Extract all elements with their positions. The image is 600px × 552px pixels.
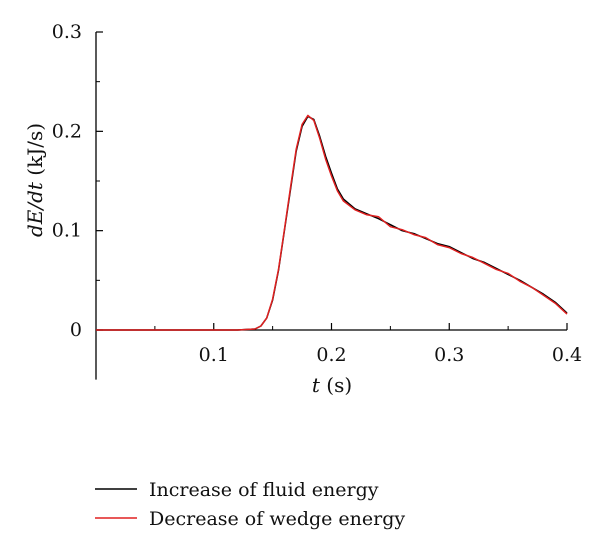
legend: Increase of fluid energy Decrease of wed… [95,479,405,530]
series-line-2 [96,114,568,331]
y-axis-label: dE/dt (kJ/s) [23,123,47,237]
x-tick-label: 0.3 [434,344,464,366]
y-axis-variable: dE/dt [23,181,47,237]
legend-label-wedge: Decrease of wedge energy [149,508,405,530]
y-tick-label: 0.3 [52,21,82,43]
x-axis-label: t (s) [312,373,352,397]
tick-labels: 0 0.1 0.2 0.3 0.1 0.2 0.3 0.4 [52,21,582,366]
legend-label-fluid: Increase of fluid energy [149,479,379,501]
x-tick-label: 0.2 [316,344,346,366]
x-tick-label: 0.4 [552,344,582,366]
series-lines [96,114,568,331]
y-tick-label: 0.1 [52,220,82,242]
series-line-1 [96,115,568,331]
x-axis-variable: t [312,373,321,397]
y-tick-label: 0.2 [52,120,82,142]
x-tick-label: 0.1 [199,344,229,366]
y-tick-label: 0 [70,319,82,341]
y-axis-unit: (kJ/s) [23,123,47,182]
tick-marks [96,31,568,331]
x-axis-unit: (s) [320,373,352,397]
